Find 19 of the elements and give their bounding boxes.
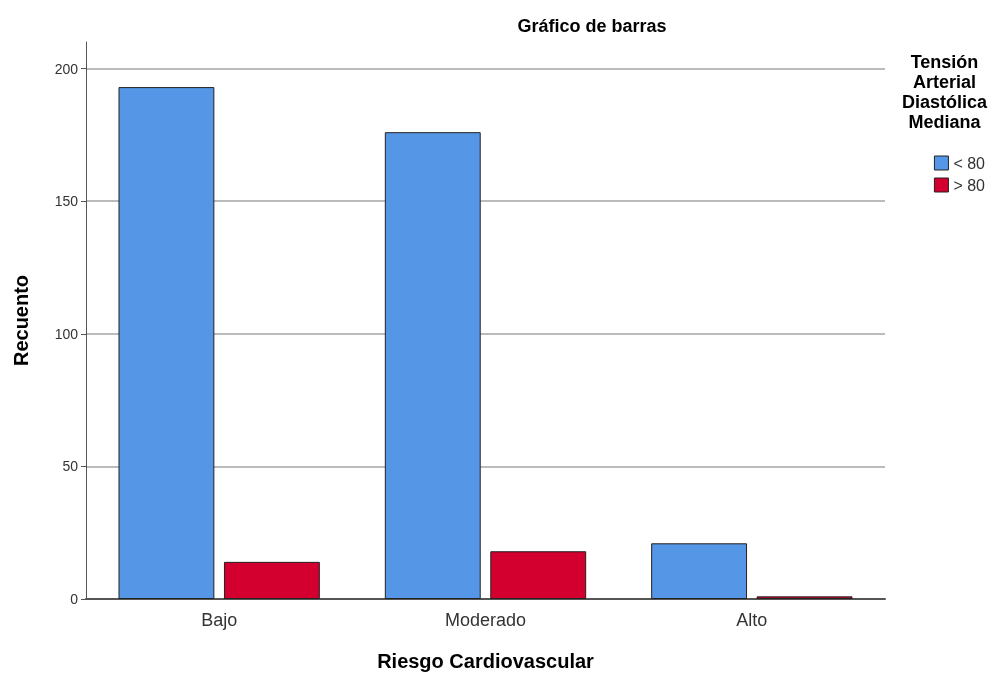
bar [223, 561, 320, 599]
bar [118, 87, 215, 599]
legend-title: Tensión Arterial Diastólica Mediana [901, 52, 988, 132]
bar [490, 551, 587, 599]
y-axis-title: Recuento [10, 274, 32, 367]
y-tick-label: 50 [62, 458, 79, 475]
x-axis-title: Riesgo Cardiovascular [377, 650, 595, 672]
bar [384, 132, 481, 599]
legend-label: < 80 [953, 154, 986, 172]
y-tick-label: 0 [70, 591, 79, 607]
x-tick-label: Moderado [444, 610, 527, 630]
y-tick-label: 200 [54, 60, 79, 77]
legend-label: > 80 [953, 176, 986, 194]
y-tick-label: 150 [54, 193, 79, 210]
x-tick-label: Bajo [201, 610, 238, 630]
chart-title: Gráfico de barras [517, 16, 667, 36]
y-tick-label: 100 [54, 325, 79, 342]
bar [651, 543, 748, 599]
x-tick-label: Alto [736, 610, 768, 630]
